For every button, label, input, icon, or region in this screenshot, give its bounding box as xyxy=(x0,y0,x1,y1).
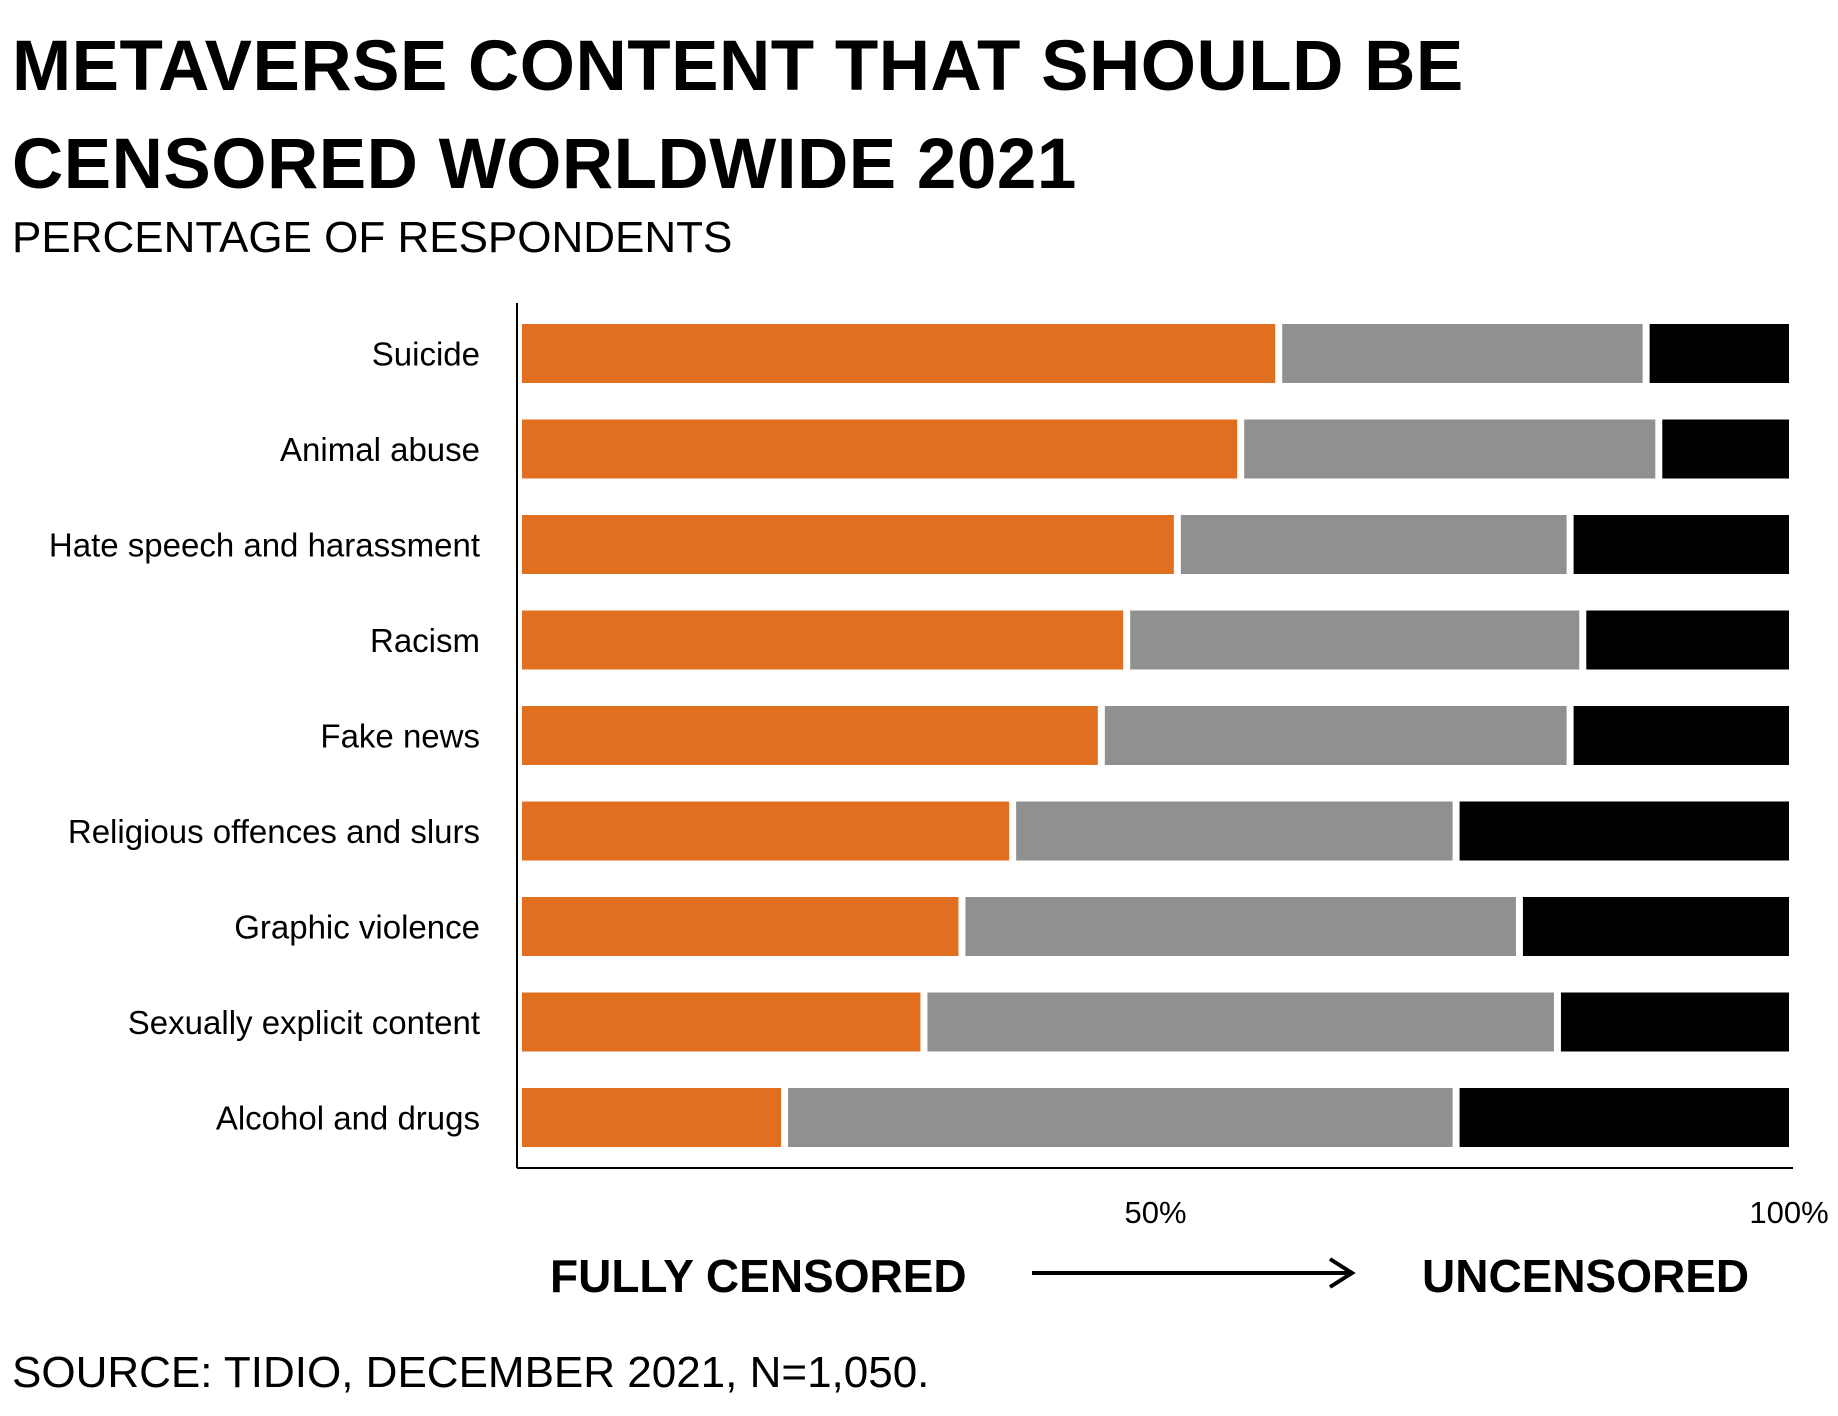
category-label: Religious offences and slurs xyxy=(68,813,480,850)
bar-segment-0-1 xyxy=(522,419,1238,479)
bar-group xyxy=(522,324,1789,1147)
chart-title: METAVERSE CONTENT THAT SHOULD BE CENSORE… xyxy=(12,27,1464,204)
source-note: SOURCE: TIDIO, DECEMBER 2021, N=1,050. xyxy=(12,1348,930,1397)
x-tick-labels: 50% 100% xyxy=(1124,1195,1828,1230)
category-label: Alcohol and drugs xyxy=(216,1100,480,1137)
category-label: Sexually explicit content xyxy=(128,1004,480,1041)
bar-segment-2-4 xyxy=(1573,706,1789,765)
category-label: Fake news xyxy=(320,718,480,755)
bar-segment-0-4 xyxy=(522,706,1098,765)
bar-segment-1-8 xyxy=(788,1088,1453,1147)
bar-segment-2-2 xyxy=(1573,515,1789,574)
category-label: Racism xyxy=(370,622,480,659)
bar-segment-1-1 xyxy=(1244,419,1656,479)
bar-segment-0-3 xyxy=(522,610,1124,670)
bar-segment-2-0 xyxy=(1649,324,1789,383)
category-label: Hate speech and harassment xyxy=(49,527,480,564)
bar-segment-2-7 xyxy=(1560,992,1789,1052)
bar-segment-0-6 xyxy=(522,897,959,956)
bar-segment-1-6 xyxy=(965,897,1516,956)
bar-segment-0-7 xyxy=(522,992,921,1052)
bar-segment-0-8 xyxy=(522,1088,782,1147)
bar-segment-1-7 xyxy=(927,992,1554,1052)
bar-segment-0-5 xyxy=(522,801,1010,861)
bar-segment-1-4 xyxy=(1104,706,1567,765)
bar-segment-1-0 xyxy=(1282,324,1643,383)
x-tick-label: 100% xyxy=(1749,1195,1828,1230)
bar-segment-0-2 xyxy=(522,515,1174,574)
bar-segment-1-5 xyxy=(1016,801,1453,861)
bar-segment-2-3 xyxy=(1586,610,1789,670)
category-label: Graphic violence xyxy=(234,909,480,946)
fully-censored-label: FULLY CENSORED xyxy=(550,1250,967,1302)
bar-segment-0-0 xyxy=(522,324,1276,383)
uncensored-label: UNCENSORED xyxy=(1422,1250,1750,1302)
bar-segment-2-6 xyxy=(1522,897,1789,956)
bar-segment-1-2 xyxy=(1180,515,1567,574)
stacked-bar-chart: Suicide Animal abuse Hate speech and haras… xyxy=(49,303,1829,1230)
bar-segment-2-8 xyxy=(1459,1088,1789,1147)
category-label: Animal abuse xyxy=(280,431,480,468)
arrow-right-icon xyxy=(1032,1257,1356,1289)
bar-segment-2-5 xyxy=(1459,801,1789,861)
category-labels: Suicide Animal abuse Hate speech and haras… xyxy=(49,336,480,1137)
x-tick-label: 50% xyxy=(1124,1195,1186,1230)
chart-subtitle: PERCENTAGE OF RESPONDENTS xyxy=(12,213,733,262)
bar-segment-1-3 xyxy=(1130,610,1580,670)
bar-segment-2-1 xyxy=(1662,419,1789,479)
category-label: Suicide xyxy=(372,336,480,373)
